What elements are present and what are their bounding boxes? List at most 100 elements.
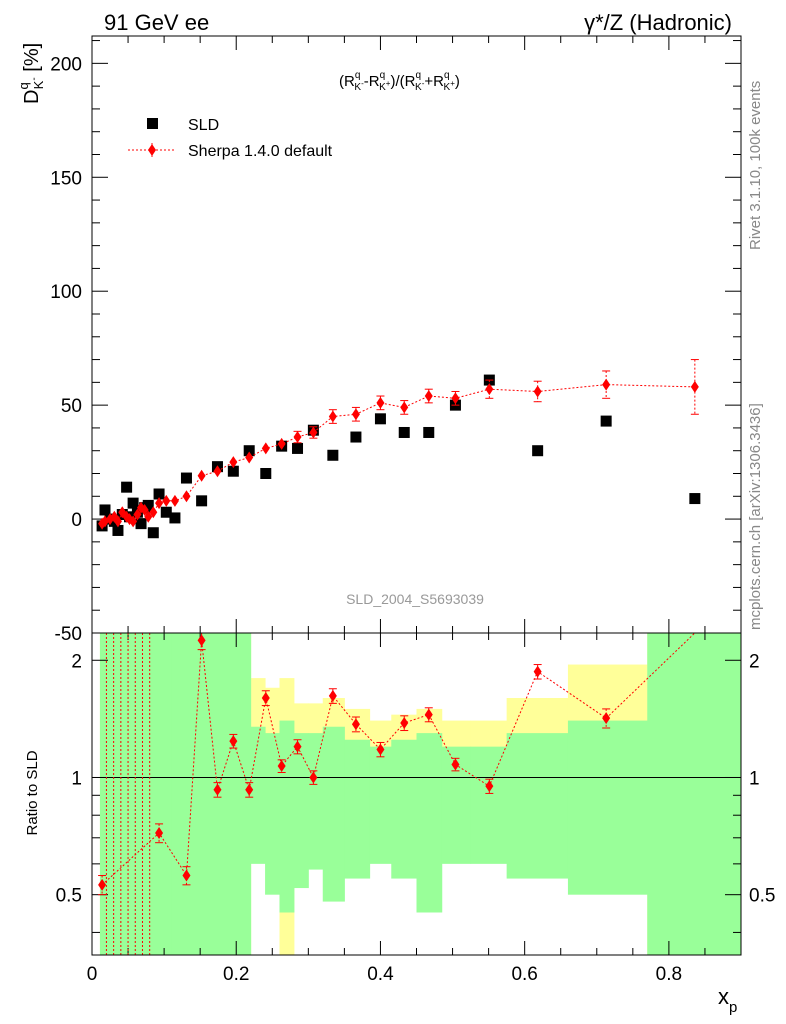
band-green [308,733,324,870]
band-green [416,733,443,913]
legend: SLD Sherpa 1.4.0 default [128,117,333,160]
side-label-top: Rivet 3.1.10, 100k events [747,81,764,250]
analysis-id-label: SLD_2004_S5693039 [346,591,484,607]
band-green [322,726,345,902]
sherpa-point [197,469,206,482]
sherpa-ratio-point [155,827,164,840]
sld-point [121,481,133,493]
legend-label-sherpa: Sherpa 1.4.0 default [188,143,333,160]
sld-point [227,465,239,477]
band-green [470,746,508,864]
sld-point [600,415,612,427]
ratio-ticks: 0 0.2 0.4 0.6 0.8 0.5 0.5 1 1 2 2 [56,633,775,985]
band-green [293,733,309,889]
sherpa-ratio-point [351,718,360,731]
sherpa-ratio-point [485,780,494,793]
band-green [344,739,371,879]
sherpa-point [424,390,433,403]
y-tick-label-main: 200 [50,54,82,75]
sld-point [350,431,362,443]
y-tick-label-main: -50 [55,624,82,645]
sld-point [532,445,544,457]
sherpa-ratio-point [245,783,254,796]
sherpa-point [155,497,164,510]
ratio-frame [91,632,742,956]
sld-point [180,472,192,484]
sherpa-point [277,437,286,450]
sld-point [398,426,410,438]
y-tick-label-main: 100 [50,282,82,303]
sherpa-point [140,503,149,516]
band-green [391,739,417,879]
formula-label: (Rq K--Rq K+)/(Rq K-+Rq K+) [339,70,460,93]
band-green [128,633,136,955]
sld-point [169,512,181,524]
band-green [279,720,295,913]
legend-marker-sld [147,118,158,129]
sld-point [112,524,124,536]
sherpa-point [245,451,254,464]
sherpa-point [133,508,142,521]
sld-point [127,497,139,509]
sld-point [160,506,172,518]
y-axis-title-ratio: Ratio to SLD [24,750,41,835]
x-tick-label: 0.4 [367,964,394,985]
sherpa-ratio-point [261,692,270,705]
header-right-label: γ*/Z (Hadronic) [584,10,732,35]
sld-point [423,426,435,438]
sherpa-point [144,510,153,523]
sherpa-ratio-point [182,869,191,882]
x-tick-label: 0 [87,964,98,985]
sherpa-point [328,410,337,423]
band-green [207,633,223,955]
band-green [506,733,569,879]
ratio-series-group [98,633,696,955]
sherpa-ratio-point [309,771,318,784]
y-tick-label-ratio-right: 0.5 [749,886,775,907]
sld-point [99,504,111,516]
sherpa-ratio-point [328,689,337,702]
band-green [369,746,392,864]
sherpa-ratio-point [229,735,238,748]
y-axis-title-main: DqK- [%] [16,43,46,104]
y-tick-label-main: 150 [50,168,82,189]
x-tick-label: 0.8 [656,964,682,985]
legend-label-sld: SLD [188,117,219,134]
band-green [99,633,107,955]
band-green [265,733,280,895]
sherpa-point [170,494,179,507]
main-ticks: -50 0 50 100 150 200 [50,36,741,645]
sherpa-point [602,378,611,391]
sherpa-ratio-point [376,743,385,756]
x-tick-label: 0.6 [511,964,537,985]
y-tick-label-main: 0 [71,510,82,531]
sherpa-point [351,408,360,421]
band-green [178,633,194,955]
band-green [236,633,252,955]
band-green [156,633,165,955]
sherpa-point [533,385,542,398]
sherpa-point [261,442,270,455]
sherpa-point [182,490,191,503]
side-label-bottom: mcplots.cern.ch [arXiv:1306.3436] [747,403,764,630]
y-tick-label-ratio: 2 [71,651,82,672]
sherpa-point [113,515,122,528]
sherpa-ratio-point [197,634,206,647]
y-tick-label-ratio-right: 2 [749,651,760,672]
x-tick-label: 0.2 [223,964,249,985]
sld-point [327,449,339,461]
sld-point [135,518,147,530]
sherpa-ratio-point [213,783,222,796]
sherpa-point [137,501,146,514]
sherpa-ratio-line [101,633,696,886]
sherpa-ratio-point [98,878,107,891]
y-tick-label-ratio-right: 1 [749,768,760,789]
sherpa-ratio-point [293,740,302,753]
band-green [164,633,172,955]
band-green [142,633,151,955]
band-green [647,633,742,955]
y-tick-label-main: 50 [61,396,82,417]
sherpa-point [451,392,460,405]
sherpa-point [309,426,318,439]
